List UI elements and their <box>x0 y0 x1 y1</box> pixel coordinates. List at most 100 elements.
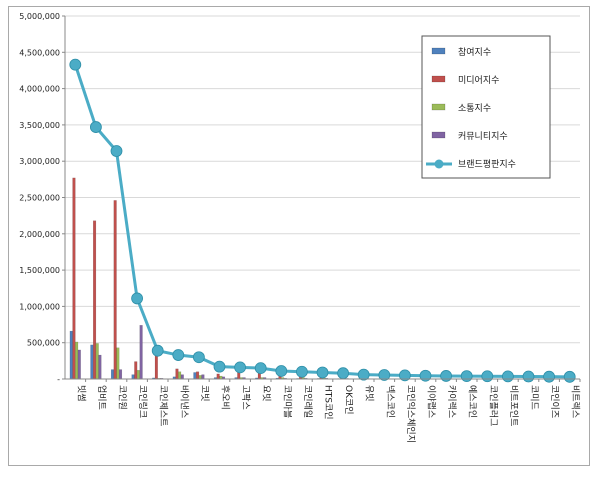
y-tick-label: 4,500,000 <box>19 48 60 57</box>
legend-swatch <box>431 103 446 111</box>
bar-소통지수 <box>75 341 79 380</box>
y-tick-label: 500,000 <box>27 339 60 348</box>
x-category-label: 바이낸스 <box>178 385 189 418</box>
x-category-label: 코인원 <box>117 385 128 410</box>
bar-참여지수 <box>90 344 94 380</box>
marker-브랜드평판지수 <box>398 369 411 382</box>
marker-브랜드평판지수 <box>501 370 514 383</box>
x-category-label: 예스코인 <box>467 385 478 418</box>
legend-label: 소통지수 <box>458 103 491 114</box>
x-category-label: 비트렉스 <box>570 385 581 418</box>
x-category-label: 코인제스트 <box>158 385 169 426</box>
y-tick-label: 2,500,000 <box>19 194 60 203</box>
bar-참여지수 <box>193 372 197 380</box>
y-tick-label: 2,000,000 <box>19 230 60 239</box>
legend-swatch <box>431 131 446 139</box>
bar-소통지수 <box>95 343 99 380</box>
marker-브랜드평판지수 <box>337 367 350 380</box>
x-category-label: 코인링크 <box>137 385 149 418</box>
bar-소통지수 <box>116 347 120 380</box>
x-axis: 빗썸 업비트 코인원 코인링크 코인제스트 바이낸스 코빗 후오비 고팍스 요빗 코인마블 코인레일 H… <box>65 378 581 443</box>
legend-swatch-marker <box>434 159 444 169</box>
y-tick-label: 5,000,000 <box>19 12 60 21</box>
y-tick-label: 3,500,000 <box>19 121 60 130</box>
marker-브랜드평판지수 <box>481 370 494 383</box>
bar-미디어지수 <box>196 371 200 380</box>
legend-label: 커뮤니티지수 <box>458 131 508 142</box>
marker-브랜드평판지수 <box>131 292 144 305</box>
bar-참여지수 <box>110 369 115 380</box>
marker-브랜드평판지수 <box>69 58 82 71</box>
x-category-label: 고팍스 <box>240 385 251 410</box>
bar-소통지수 <box>136 370 140 380</box>
bar-소통지수 <box>178 371 182 380</box>
marker-브랜드평판지수 <box>90 121 102 133</box>
legend-label: 참여지수 <box>458 46 491 58</box>
bar-커뮤니티지수 <box>139 325 143 380</box>
bar-커뮤니티지수 <box>201 374 205 380</box>
x-category-label: 코인이즈 <box>549 385 560 418</box>
bar-미디어지수 <box>72 177 76 380</box>
bar-series <box>69 177 576 380</box>
marker-브랜드평판지수 <box>110 145 123 157</box>
bar-커뮤니티지수 <box>98 354 102 380</box>
marker-브랜드평판지수 <box>378 369 391 381</box>
marker-브랜드평판지수 <box>543 370 555 383</box>
x-category-label: 코미드 <box>529 385 540 410</box>
marker-브랜드평판지수 <box>234 361 247 374</box>
legend-label: 미디어지수 <box>458 75 499 86</box>
bar-참여지수 <box>131 374 135 380</box>
legend-swatch <box>431 47 446 55</box>
y-axis: - 500,000 1,000,000 1,500,000 2,000,000 2,500… <box>19 12 66 384</box>
x-category-label: 후오비 <box>220 385 231 410</box>
marker-브랜드평판지수 <box>316 366 329 379</box>
legend-swatch <box>431 75 446 83</box>
x-category-label: 카이렉스 <box>446 385 457 418</box>
x-category-label: 빗썸 <box>75 385 86 402</box>
marker-브랜드평판지수 <box>151 344 164 357</box>
bar-미디어지수 <box>93 220 97 380</box>
x-category-label: 코인익스체인지 <box>405 385 417 443</box>
bar-커뮤니티지수 <box>180 374 184 380</box>
x-category-label: 넥스코인 <box>384 385 395 418</box>
x-category-label: 업비트 <box>96 385 107 410</box>
x-category-label: 유빗 <box>364 385 375 402</box>
x-category-label: 요빗 <box>261 385 272 402</box>
marker-브랜드평판지수 <box>172 349 185 361</box>
bar-미디어지수 <box>113 200 117 380</box>
bar-미디어지수 <box>175 368 179 380</box>
legend-label: 브랜드평판지수 <box>458 159 516 170</box>
y-tick-label: 1,500,000 <box>19 266 60 275</box>
x-category-label: HTS코인 <box>323 385 334 420</box>
marker-브랜드평판지수 <box>192 351 205 364</box>
marker-브랜드평판지수 <box>357 368 370 381</box>
x-category-label: OK코인 <box>343 385 354 415</box>
bar-참여지수 <box>69 330 73 380</box>
y-tick-label: 3,000,000 <box>19 157 60 166</box>
bar-미디어지수 <box>216 373 220 380</box>
marker-브랜드평판지수 <box>522 370 535 383</box>
y-tick-label: 4,000,000 <box>19 85 60 94</box>
x-category-label: 코빗 <box>199 385 210 402</box>
bar-미디어지수 <box>134 361 138 380</box>
marker-브랜드평판지수 <box>275 365 288 377</box>
marker-브랜드평판지수 <box>440 370 453 382</box>
bar-커뮤니티지수 <box>77 349 81 380</box>
marker-브랜드평판지수 <box>254 362 267 375</box>
bar-커뮤니티지수 <box>118 369 123 380</box>
x-category-label: 비트포인트 <box>508 385 519 426</box>
y-tick-label: - <box>57 375 60 384</box>
x-category-label: 코인레일 <box>302 385 313 418</box>
bar-소통지수 <box>198 375 202 380</box>
x-category-label: 코인마블 <box>281 385 292 418</box>
bar-미디어지수 <box>154 352 158 380</box>
x-category-label: 코인플러그 <box>487 385 498 426</box>
marker-브랜드평판지수 <box>213 360 226 373</box>
marker-브랜드평판지수 <box>563 370 576 383</box>
x-category-label: 이야랩스 <box>426 385 438 418</box>
y-tick-label: 1,000,000 <box>19 302 60 311</box>
marker-브랜드평판지수 <box>460 370 473 382</box>
marker-브랜드평판지수 <box>295 365 308 378</box>
